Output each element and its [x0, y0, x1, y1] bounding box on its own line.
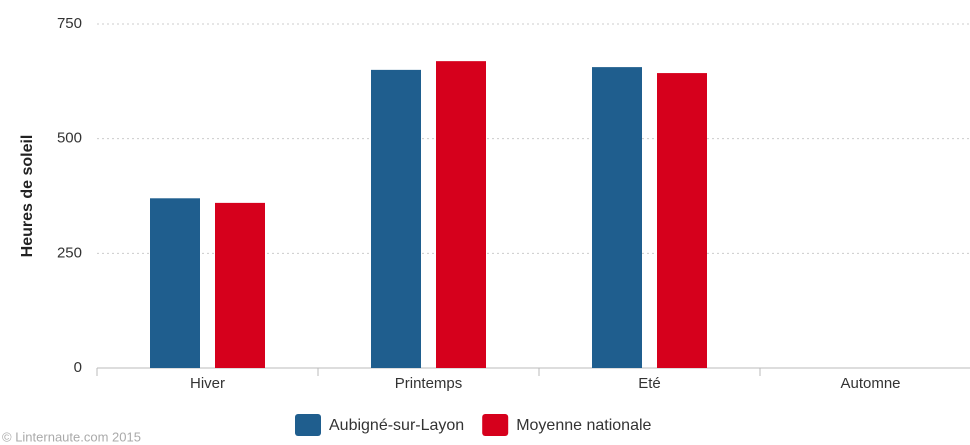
legend-swatch — [295, 414, 321, 436]
y-tick-label: 250 — [57, 244, 82, 261]
y-axis-label: Heures de soleil — [19, 135, 36, 258]
credit: © Linternaute.com 2015 — [2, 429, 141, 444]
legend-label: Moyenne nationale — [516, 417, 651, 434]
legend-label: Aubigné-sur-Layon — [329, 417, 464, 434]
bar — [436, 61, 486, 368]
bar — [371, 69, 421, 368]
bar — [592, 67, 642, 368]
x-tick-label: Eté — [638, 375, 661, 392]
y-tick-label: 500 — [57, 130, 82, 147]
bar — [215, 202, 265, 368]
legend-swatch — [482, 414, 509, 436]
y-tick-label: 750 — [57, 15, 82, 32]
x-tick-label: Hiver — [190, 375, 225, 392]
y-tick-label: 0 — [74, 359, 82, 376]
bar — [657, 73, 707, 368]
bar — [150, 198, 200, 368]
x-tick-label: Printemps — [395, 375, 463, 392]
x-tick-label: Automne — [840, 375, 900, 392]
